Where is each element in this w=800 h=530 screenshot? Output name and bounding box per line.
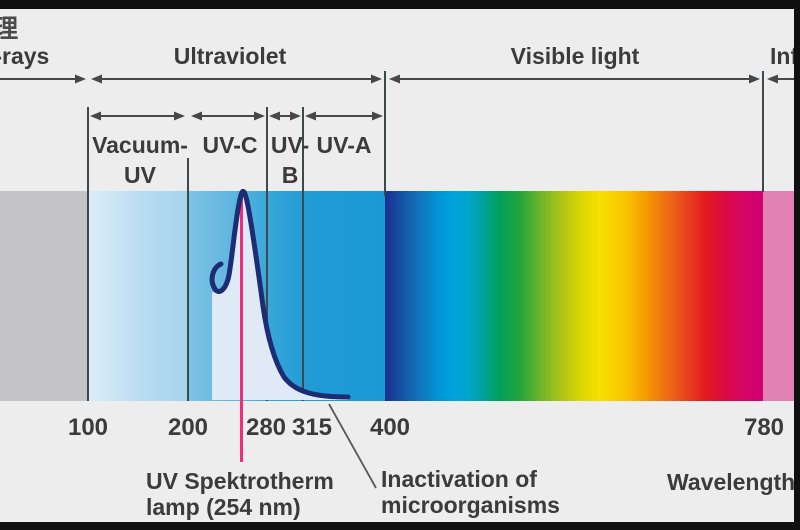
tick-label-400: 400 [369, 414, 411, 441]
subband-label-uvb: UV- B [270, 132, 310, 188]
lamp-curve-fill [212, 191, 348, 400]
top-frame-bar [0, 0, 800, 9]
tick-label-315: 315 [291, 414, 333, 441]
subband-label-vacuum-uv: Vacuum- UV [92, 132, 188, 188]
inactivation-annotation: Inactivation of microorganisms [381, 466, 560, 518]
subband-label-uvc: UV-C [202, 132, 258, 158]
infrared-band [763, 191, 794, 401]
lamp-annotation: UV Spektrotherm lamp (254 nm) [146, 468, 334, 520]
wavelength-axis-label: Wavelength [667, 469, 796, 495]
right-frame-bar [794, 0, 800, 530]
bottom-frame-bar [0, 522, 800, 530]
region-label-visible-light: Visible light [510, 43, 640, 69]
region-label-xrays: X-rays [0, 43, 50, 69]
tick-label-200: 200 [167, 414, 209, 441]
region-label-ultraviolet: Ultraviolet [173, 43, 287, 69]
lamp-emission-curve [209, 188, 351, 400]
top-dimension-line [0, 74, 794, 84]
subband-label-uva: UV-A [316, 132, 372, 158]
wavelength-boundary-lines [87, 71, 764, 401]
tick-label-780: 780 [743, 414, 785, 441]
uv-sub-dimension-line [90, 111, 383, 121]
xray-band [0, 191, 88, 401]
visible-light-band-gradient [385, 191, 763, 401]
inactivation-pointer-line [328, 403, 377, 489]
tick-label-280: 280 [245, 414, 287, 441]
tick-label-100: 100 [67, 414, 109, 441]
watermark-cjk-character: 理 [0, 15, 19, 43]
